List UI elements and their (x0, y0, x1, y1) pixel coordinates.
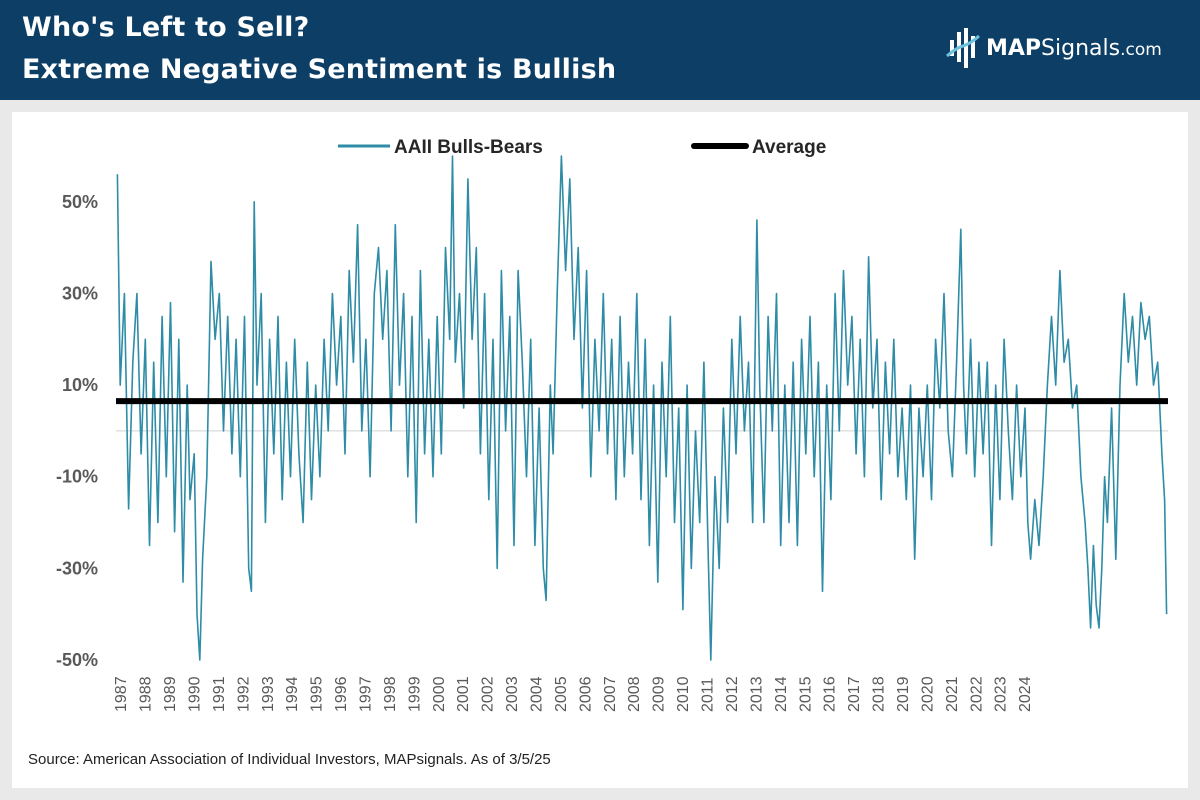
x-tick-label: 1995 (309, 676, 326, 712)
mapsignals-logo-icon (946, 28, 980, 68)
x-tick-label: 2023 (993, 676, 1010, 712)
x-tick-label: 1997 (358, 676, 375, 712)
x-tick-label: 1993 (260, 676, 277, 712)
x-tick-label: 1992 (235, 676, 252, 712)
x-tick-label: 2015 (797, 676, 814, 712)
x-tick-label: 2014 (773, 676, 790, 712)
y-tick-label: 10% (62, 375, 98, 395)
x-tick-label: 2022 (968, 676, 985, 712)
x-tick-label: 2016 (822, 676, 839, 712)
x-tick-label: 1991 (211, 676, 228, 712)
logo-wordmark: MAPSignals.com (986, 35, 1162, 61)
x-tick-label: 2024 (1017, 676, 1034, 712)
source-note: Source: American Association of Individu… (28, 751, 551, 768)
sentiment-chart: 50% 30% 10% -10% -30% -50% 1987 1988 1989 1990 199… (56, 137, 1168, 712)
x-tick-label: 2017 (846, 676, 863, 712)
x-tick-label: 2001 (455, 676, 472, 712)
x-tick-label: 2002 (480, 676, 497, 712)
x-tick-label: 1990 (187, 676, 204, 712)
y-tick-label: 50% (62, 192, 98, 212)
x-tick-label: 2020 (919, 676, 936, 712)
legend-label-aaii: AAII Bulls-Bears (394, 137, 543, 158)
x-tick-label: 1988 (138, 676, 155, 712)
header-banner: Who's Left to Sell? Extreme Negative Sen… (0, 0, 1200, 100)
x-tick-label: 2018 (871, 676, 888, 712)
y-tick-label: -10% (56, 467, 98, 487)
x-tick-label: 2008 (626, 676, 643, 712)
x-tick-label: 2003 (504, 676, 521, 712)
x-tick-label: 2005 (553, 676, 570, 712)
chart-panel: 50% 30% 10% -10% -30% -50% 1987 1988 1989 1990 199… (12, 112, 1188, 788)
x-tick-label: 2004 (529, 676, 546, 712)
mapsignals-logo: MAPSignals.com (946, 24, 1162, 72)
x-tick-label: 1994 (284, 676, 301, 712)
x-tick-label: 2000 (431, 676, 448, 712)
x-tick-label: 2010 (675, 676, 692, 712)
x-tick-label: 2011 (700, 677, 717, 712)
x-tick-label: 2013 (748, 676, 765, 712)
page-subtitle: Extreme Negative Sentiment is Bullish (22, 54, 617, 85)
x-tick-label: 1987 (113, 676, 130, 712)
legend-label-average: Average (752, 137, 826, 158)
x-tick-label: 2019 (895, 676, 912, 712)
y-tick-label: -50% (56, 650, 98, 670)
x-tick-label: 1989 (162, 676, 179, 712)
y-tick-label: -30% (56, 558, 98, 578)
x-tick-label: 1998 (382, 676, 399, 712)
x-tick-label: 2021 (944, 676, 961, 712)
y-tick-label: 30% (62, 283, 98, 303)
x-tick-label: 2007 (602, 676, 619, 712)
x-tick-label: 2006 (577, 676, 594, 712)
x-tick-label: 1999 (406, 676, 423, 712)
aaii-bulls-bears-line (116, 155, 1168, 661)
x-tick-label: 1996 (333, 676, 350, 712)
page-title: Who's Left to Sell? (22, 12, 310, 43)
x-tick-label: 2009 (651, 676, 668, 712)
x-tick-label: 2012 (724, 676, 741, 712)
